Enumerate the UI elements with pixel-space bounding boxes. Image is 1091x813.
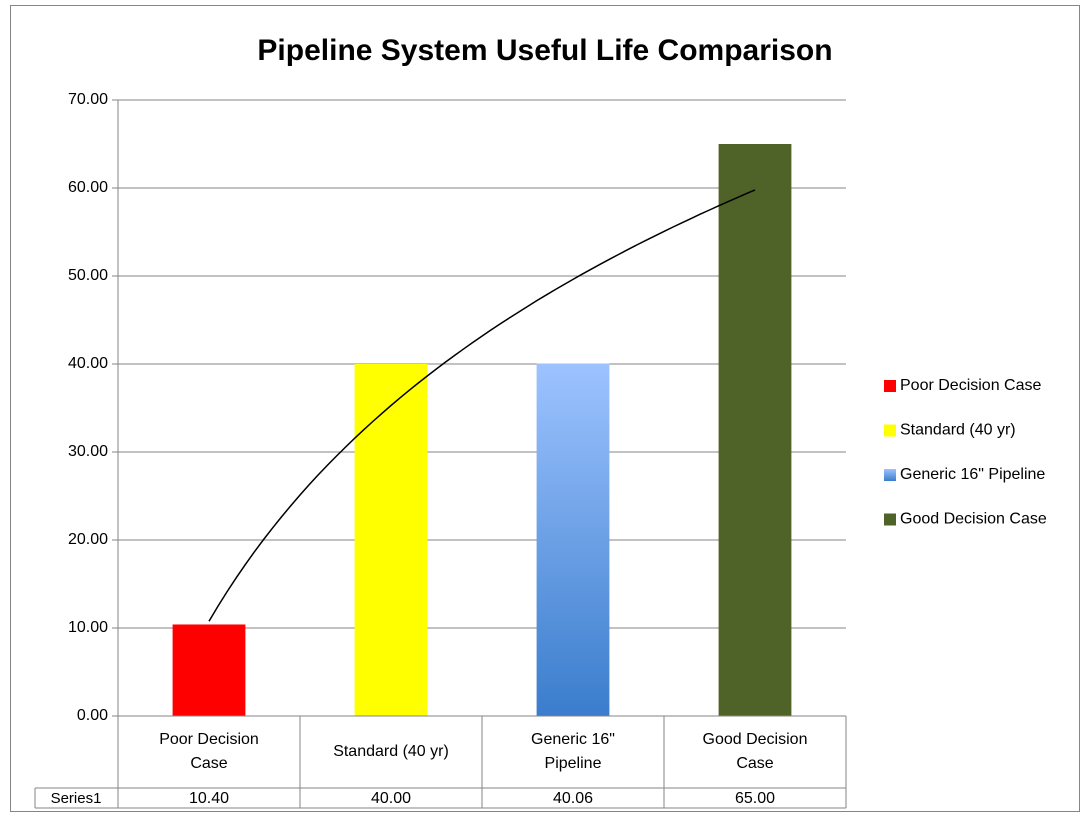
bar <box>718 144 792 716</box>
table-value: 65.00 <box>735 790 775 807</box>
trendline <box>208 189 756 622</box>
x-tick-cell: Poor Decision Case <box>159 731 259 772</box>
y-tick-label: 0.00 <box>77 707 108 724</box>
legend-label: Generic 16" Pipeline <box>900 466 1045 483</box>
x-tick-label: Good Decision Case <box>702 731 808 772</box>
legend-swatch <box>884 513 896 526</box>
table-value: 10.40 <box>189 790 229 807</box>
x-tick-label: Standard (40 yr) <box>333 743 449 760</box>
chart-title: Pipeline System Useful Life Comparison <box>257 34 832 67</box>
table-value: 40.00 <box>371 790 411 807</box>
y-tick-label: 40.00 <box>68 355 108 372</box>
y-tick-label: 50.00 <box>68 267 108 284</box>
y-tick-label: 70.00 <box>68 91 108 108</box>
x-tick-cell: Generic 16" Pipeline <box>531 731 615 772</box>
legend-label: Standard (40 yr) <box>900 422 1016 439</box>
legend-label: Poor Decision Case <box>900 377 1042 394</box>
x-tick-cell: Standard (40 yr) <box>333 743 449 760</box>
x-tick-label: Poor Decision Case <box>159 731 259 772</box>
legend-label: Good Decision Case <box>900 511 1047 528</box>
legend-swatch <box>884 380 896 392</box>
x-tick-label: Generic 16" Pipeline <box>531 731 615 772</box>
bar <box>172 624 246 716</box>
table-value: 40.06 <box>553 790 593 807</box>
bar <box>536 363 610 716</box>
y-tick-label: 10.00 <box>68 619 108 636</box>
y-tick-label: 30.00 <box>68 443 108 460</box>
bar <box>354 364 428 716</box>
y-tick-label: 20.00 <box>68 531 108 548</box>
legend-swatch <box>884 424 896 437</box>
legend-swatch <box>884 469 896 481</box>
x-tick-cell: Good Decision Case <box>702 731 808 772</box>
y-tick-label: 60.00 <box>68 179 108 196</box>
series-label: Series1 <box>51 790 102 807</box>
